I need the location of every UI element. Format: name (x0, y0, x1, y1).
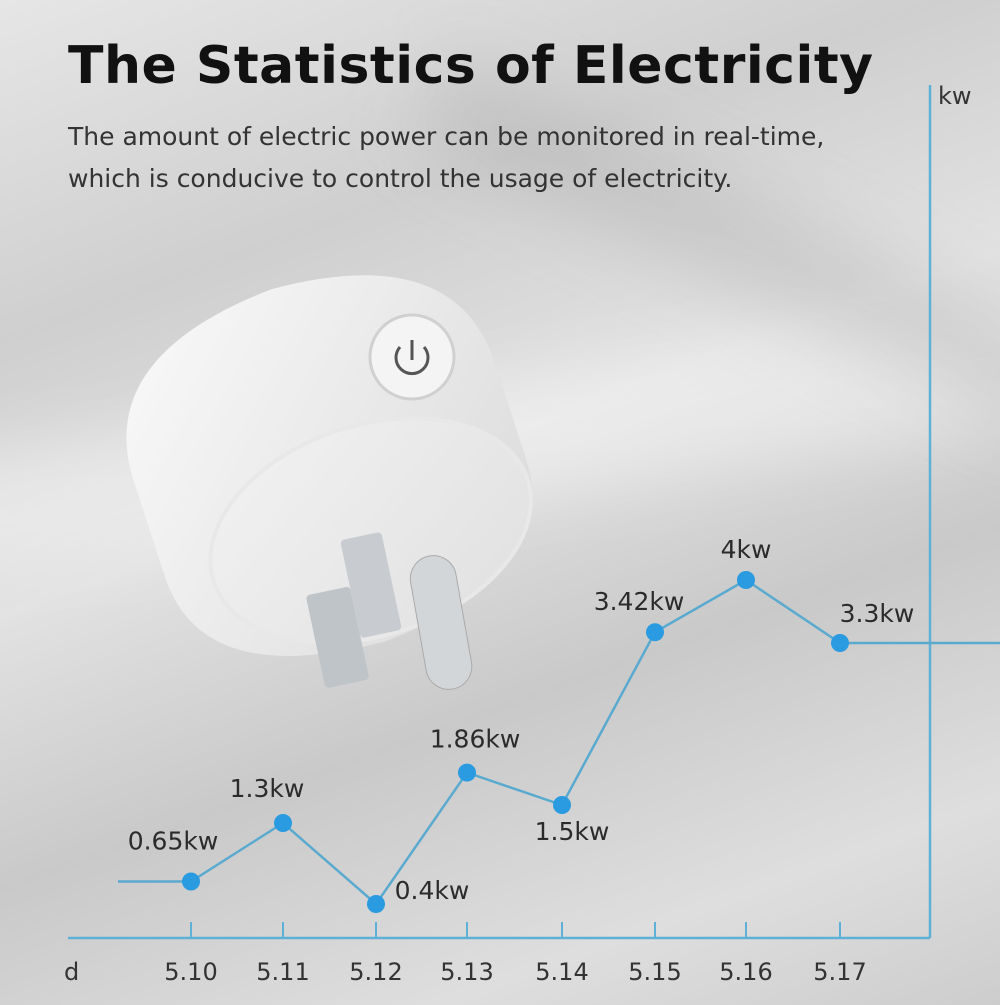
data-point (737, 571, 755, 589)
subtitle-line-1: The amount of electric power can be moni… (68, 122, 825, 151)
x-axis-label: d (64, 958, 79, 986)
data-label: 1.3kw (230, 774, 305, 803)
data-point (274, 814, 292, 832)
data-point (646, 623, 664, 642)
data-point (182, 872, 200, 891)
series-line (118, 578, 1000, 906)
x-tick-label: 5.13 (440, 958, 493, 986)
y-axis-label: kw (938, 82, 972, 110)
data-point (367, 895, 385, 913)
prong-left (306, 586, 369, 688)
x-tick-label: 5.14 (535, 958, 588, 986)
data-label: 1.5kw (535, 817, 610, 846)
x-tick-label: 5.16 (719, 958, 772, 986)
data-label: 3.3kw (840, 599, 915, 628)
page-title: The Statistics of Electricity (68, 36, 874, 96)
ground-pin (409, 555, 473, 690)
data-point (553, 796, 571, 814)
data-label: 0.4kw (395, 876, 470, 905)
data-label: 1.86kw (430, 725, 521, 754)
data-label: 0.65kw (128, 827, 219, 856)
x-tick-label: 5.12 (349, 958, 402, 986)
data-point (458, 763, 476, 782)
data-label: 3.42kw (594, 587, 685, 616)
prong-right (340, 532, 402, 638)
x-tick-label: 5.15 (628, 958, 681, 986)
subtitle-line-2: which is conducive to control the usage … (68, 164, 733, 193)
x-tick-label: 5.10 (164, 958, 217, 986)
data-label: 4kw (721, 535, 772, 564)
data-point (831, 634, 849, 652)
x-tick-label: 5.17 (813, 958, 866, 986)
power-icon (394, 346, 430, 376)
x-tick-label: 5.11 (256, 958, 309, 986)
